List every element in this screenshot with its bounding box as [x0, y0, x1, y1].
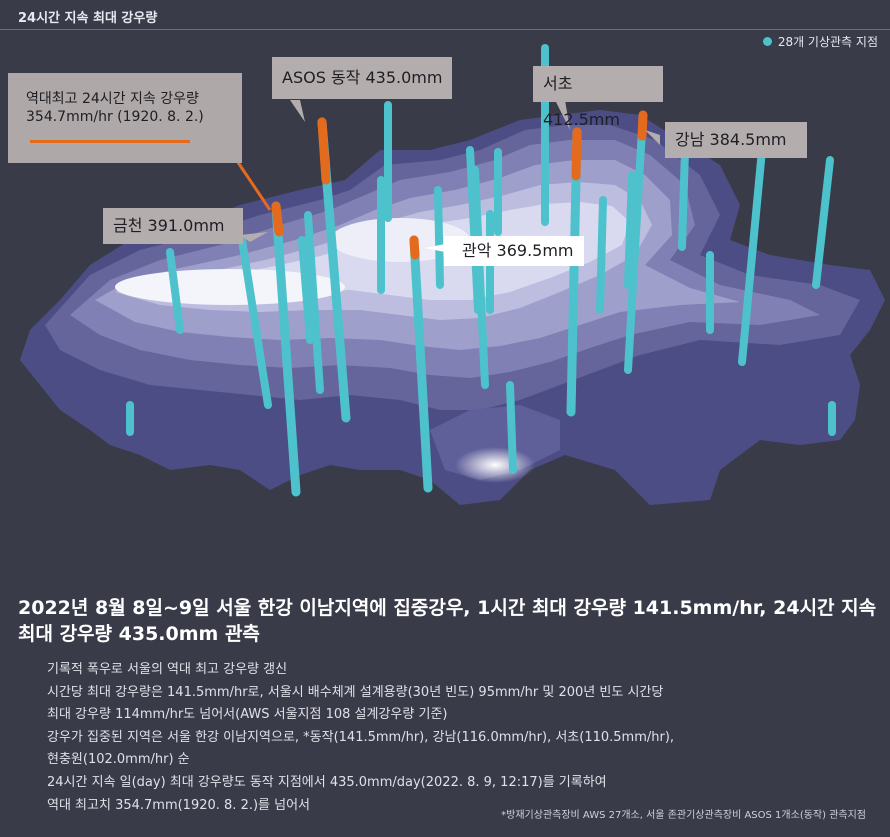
header-divider [0, 29, 890, 30]
headline: 2022년 8월 8일~9일 서울 한강 이남지역에 집중강우, 1시간 최대 … [18, 597, 877, 645]
bullet-item: 시간당 최대 강우량은 141.5mm/hr로, 서울시 배수체계 설계용량(3… [47, 684, 664, 700]
callout-gwanak: 관악 369.5mm [444, 236, 584, 266]
station-pillar [166, 248, 184, 334]
station-pillar [238, 236, 272, 409]
station-pillar [624, 126, 646, 374]
bullet-item: 역대 최고치 354.7mm(1920. 8. 2.)를 넘어서 [47, 797, 311, 813]
callout-pointer-geumcheon [240, 232, 268, 242]
callout-seocho: 서초 412.5mm [533, 66, 663, 129]
station-pillar [304, 211, 324, 394]
callout-pointer-gangnam [645, 130, 660, 145]
station-pillars [126, 44, 836, 497]
station-pillar [624, 171, 636, 289]
bullet-item: 기록적 폭우로 서울의 역대 최고 강우량 갱신 [47, 662, 288, 677]
station-pillar [434, 186, 444, 289]
page-title: 24시간 지속 최대 강우량 [18, 11, 158, 26]
record-callout-bar [30, 140, 190, 143]
bullet-item: 현충원(102.0mm/hr) 순 [47, 752, 190, 768]
callout-pointer-gwanak [425, 244, 445, 252]
footnote: *방재기상관측장비 AWS 27개소, 서울 존관기상관측장비 ASOS 1개소… [501, 810, 866, 821]
map-peak-south [455, 447, 535, 483]
station-pillar [506, 381, 517, 474]
station-pillar-gangnam-top [637, 110, 648, 141]
record-callout: 역대최고 24시간 지속 강우량 354.7mm/hr (1920. 8. 2.… [8, 73, 242, 163]
station-pillar-asos-top [317, 117, 331, 185]
station-pillar-gwanak [409, 235, 433, 493]
callout-asos: ASOS 동작 435.0mm [272, 57, 453, 99]
callout-gangnam: 강남 384.5mm [665, 122, 807, 158]
legend-label: 28개 기상관측 지점 [777, 35, 878, 49]
station-pillar-seocho-top [571, 127, 582, 181]
callout-pointer-asos [290, 100, 305, 122]
station-pillar-geumcheon [271, 201, 301, 497]
bullet-item: 24시간 지속 일(day) 최대 강우량도 동작 지점에서 435.0mm/d… [47, 774, 607, 790]
record-callout-line1: 역대최고 24시간 지속 강우량 [26, 91, 199, 107]
callout-geumcheon: 금천 391.0mm [103, 208, 243, 244]
bullet-list: 기록적 폭우로 서울의 역대 최고 강우량 갱신 시간당 최대 강우량은 141… [47, 659, 674, 817]
station-pillar [738, 146, 766, 366]
legend: 28개 기상관측 지점 [762, 33, 878, 50]
station-pillar-geumcheon-top [271, 201, 284, 237]
record-callout-line2: 354.7mm/hr (1920. 8. 2.) [26, 108, 204, 125]
bullet-item: 최대 강우량 114mm/hr도 넘어서(AWS 서울지점 108 설계강우량 … [47, 707, 448, 723]
legend-dot-icon [762, 37, 772, 46]
station-pillar-gwanak-top [409, 235, 420, 260]
callout-pointer-seocho [555, 100, 570, 130]
header-bar: 24시간 지속 최대 강우량 [0, 0, 890, 30]
station-pillar [812, 156, 834, 289]
bullet-item: 강우가 집중된 지역은 서울 한강 이남지역으로, *동작(141.5mm/hr… [47, 729, 675, 745]
station-pillar [596, 196, 607, 314]
station-pillar [298, 236, 314, 344]
station-pillar [471, 166, 489, 389]
station-pillar [678, 146, 689, 251]
